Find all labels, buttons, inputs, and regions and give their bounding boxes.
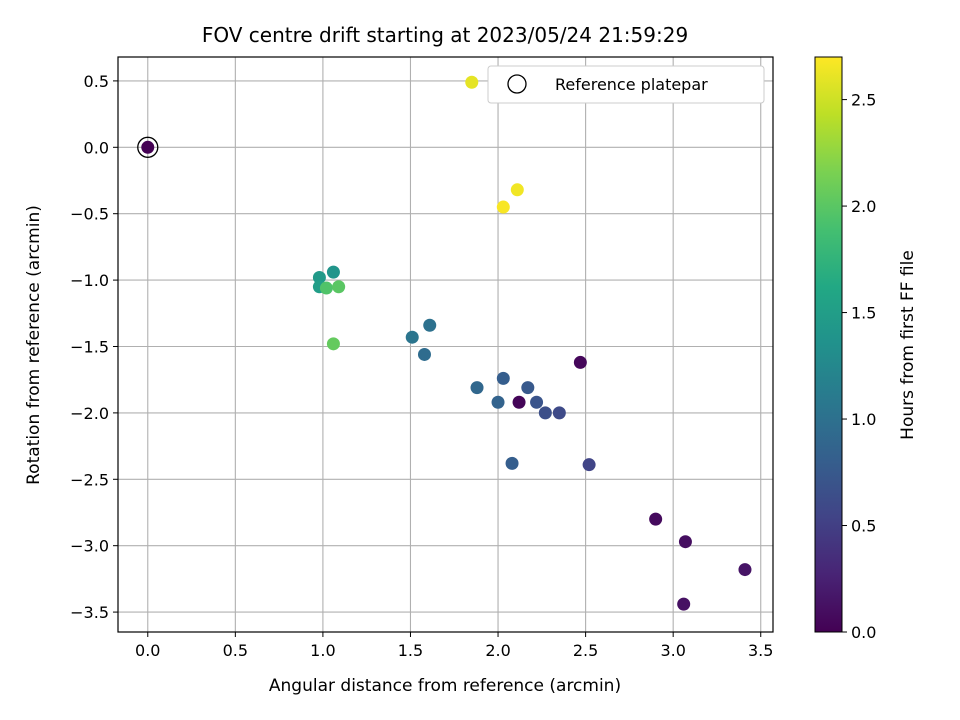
x-tick-label: 3.5 [748,641,773,660]
chart-title: FOV centre drift starting at 2023/05/24 … [202,23,688,47]
data-point [496,200,510,214]
data-point [491,395,505,409]
data-point [573,355,587,369]
y-tick-label: 0.5 [84,72,109,91]
data-point [512,395,526,409]
data-point [470,381,484,395]
y-tick-label: −3.0 [70,537,109,556]
colorbar: 0.0 0.5 1.0 1.5 2.0 2.5 [814,56,876,642]
data-point [678,535,692,549]
data-point [552,406,566,420]
x-tick-label: 2.0 [485,641,510,660]
reference-point-marker [137,136,159,158]
colorbar-gradient [814,56,843,633]
x-tick-label: 0.5 [223,641,248,660]
colorbar-tick-label: 2.0 [851,197,876,216]
data-point [649,512,663,526]
y-tick-label: −2.0 [70,404,109,423]
colorbar-tick-label: 2.5 [851,91,876,110]
data-point [738,563,752,577]
y-tick-label: −3.5 [70,603,109,622]
y-tick-label: −0.5 [70,205,109,224]
y-axis-label: Rotation from reference (arcmin) [24,205,44,485]
colorbar-tick-label: 1.5 [851,304,876,323]
x-tick-label: 0.0 [135,641,160,660]
x-tick-label: 1.0 [310,641,335,660]
data-point [505,456,519,470]
x-tick-label: 2.5 [573,641,598,660]
y-tick-label: −1.5 [70,337,109,356]
y-tick-label: −2.5 [70,470,109,489]
data-point [326,265,340,279]
legend-marker-icon [507,74,527,94]
data-point [582,458,596,472]
colorbar-tick-label: 1.0 [851,410,876,429]
data-point [326,337,340,351]
y-axis: 0.5 0.0 −0.5 −1.0 −1.5 −2.0 −2.5 −3.0 −3.5 [70,72,118,622]
legend: Reference platepar [487,65,765,104]
x-tick-label: 3.0 [660,641,685,660]
data-point [677,597,691,611]
data-point [319,281,333,295]
plot-frame [117,56,774,633]
data-points [141,75,752,611]
legend-label: Reference platepar [555,75,708,94]
data-point [465,75,479,89]
data-point [496,371,510,385]
data-point [538,406,552,420]
data-point [417,347,431,361]
data-point [521,381,535,395]
data-point [141,140,155,154]
legend-box [487,65,765,104]
data-point [312,270,326,284]
data-point [510,183,524,197]
data-point [405,330,419,344]
colorbar-tick-label: 0.0 [851,623,876,642]
reference-marker [137,136,159,158]
data-point [332,280,346,294]
data-point [423,318,437,332]
x-tick-label: 1.5 [398,641,423,660]
data-point [530,395,544,409]
x-axis-label: Angular distance from reference (arcmin) [269,676,621,696]
colorbar-tick-label: 0.5 [851,517,876,536]
x-axis: 0.0 0.5 1.0 1.5 2.0 2.5 3.0 3.5 [135,632,773,660]
grid [118,57,773,632]
colorbar-label: Hours from first FF file [898,250,918,440]
y-tick-label: 0.0 [84,138,109,157]
y-tick-label: −1.0 [70,271,109,290]
